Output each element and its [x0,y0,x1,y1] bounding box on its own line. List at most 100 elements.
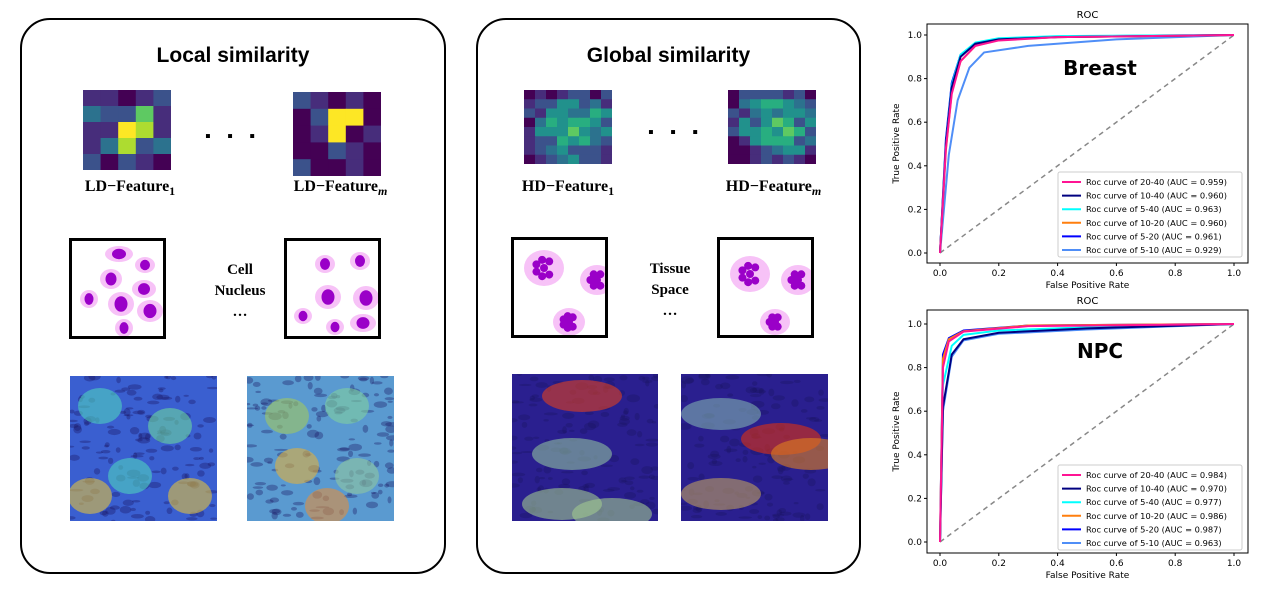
cell-nucleus-box-1 [69,238,166,339]
heatmap-cell [728,117,740,128]
tissue-texture [107,428,121,436]
tissue-texture [694,443,705,448]
heatmap-cell [557,127,569,137]
cell-nucleus-box-m [284,238,381,339]
tissue-texture [766,502,774,507]
tissue-texture [624,492,637,499]
tissue-texture [630,486,635,491]
tissue-texture [70,454,80,461]
tissue-texture [186,517,198,521]
heatmap-cell [328,142,347,160]
tissue-texture [764,515,771,521]
tissue-texture [768,388,775,397]
heatmap-cell [363,92,381,110]
tissue-texture [749,387,764,394]
tissue-texture [281,490,294,496]
tissue-texture [279,433,287,440]
heatmap-cell [601,90,612,100]
heatmap-cell [761,99,773,109]
tissue-texture [189,446,202,452]
tissue-texture [373,393,380,397]
heatmap-cell [535,90,547,100]
heatmap-cell [310,92,329,110]
tissue-texture [163,501,170,505]
tissue-texture [387,449,394,453]
heatmap-cell [783,108,795,119]
tissue-texture [626,429,637,436]
ld-feature-1-label: LD−Feature1 [84,178,176,199]
y-tick-label: 0.6 [908,407,923,417]
heatmap-cell [557,90,569,100]
heatmap-cell [118,154,137,170]
dataset-annotation: NPC [1077,339,1123,363]
attention-hotspot [335,458,379,494]
heatmap-cell [118,90,137,107]
chart-title: ROC [1077,296,1099,307]
tissue-texture [247,493,254,500]
tissue-texture [137,409,146,415]
legend-entry: Roc curve of 5-10 (AUC = 0.963) [1086,538,1222,548]
tissue-texture [386,467,394,474]
tissue-texture [642,376,650,380]
attention-hotspot [70,478,112,514]
tissue-texture [348,438,356,441]
heatmap-cell [135,154,154,170]
tissue-texture [193,457,201,461]
heatmap-cell [363,125,381,143]
legend-entry: Roc curve of 10-40 (AUC = 0.970) [1086,484,1227,494]
tissue-texture [122,499,134,506]
heatmap-cell [772,108,784,119]
heatmap-cell [568,90,580,100]
tissue-texture [247,407,259,410]
heatmap-cell [728,127,740,137]
nucleus [330,321,340,333]
heatmap-cell [590,136,602,146]
tissue-texture [282,513,292,517]
heatmap-cell [345,108,364,127]
tissue-texture [352,507,358,515]
tissue-texture [645,442,658,447]
heatmap-cell [728,90,740,100]
x-tick-label: 1.0 [1227,269,1242,279]
heatmap-cell [783,136,795,146]
heatmap-cell [363,159,381,176]
tissue-texture [267,461,273,464]
y-tick-label: 0.4 [908,451,923,461]
heatmap-cell [153,90,171,107]
tissue-texture [715,512,727,516]
tissue-texture [247,444,258,448]
ellipsis-dots: ▪ ▪ ▪ [205,128,261,145]
tissue-texture [536,467,543,473]
tissue-texture [291,506,297,511]
heatmap-cell [728,108,740,119]
y-axis-label: True Positive Rate [892,103,902,185]
heatmap-cell [772,136,784,146]
attention-hotspot [572,498,652,521]
tissue-texture [83,376,96,382]
ld-feature-m-heatmap [293,92,381,176]
heatmap-cell [557,117,569,128]
tissue-texture [690,515,703,519]
tissue-space-label: Tissue Space… [649,261,691,319]
tissue-texture [377,483,384,487]
tissue-texture [626,394,640,403]
heatmap-cell [524,136,536,146]
tissue-texture [295,511,304,518]
heatmap-cell [761,154,773,164]
heatmap-cell [750,108,762,119]
nucleus [545,257,554,266]
heatmap-cell [772,90,784,100]
tissue-texture [533,436,540,440]
tissue-texture [102,510,109,517]
heatmap-cell [761,145,773,156]
heatmap-cell [363,142,381,160]
legend-entry: Roc curve of 5-10 (AUC = 0.929) [1086,245,1222,255]
heatmap-cell [293,92,312,110]
heatmap-cell [590,127,602,137]
tissue-texture [132,410,145,415]
heatmap-cell [118,138,137,155]
tissue-texture [548,477,553,480]
tissue-texture [98,456,109,460]
tissue-texture [579,428,588,434]
tissue-texture [772,518,779,521]
